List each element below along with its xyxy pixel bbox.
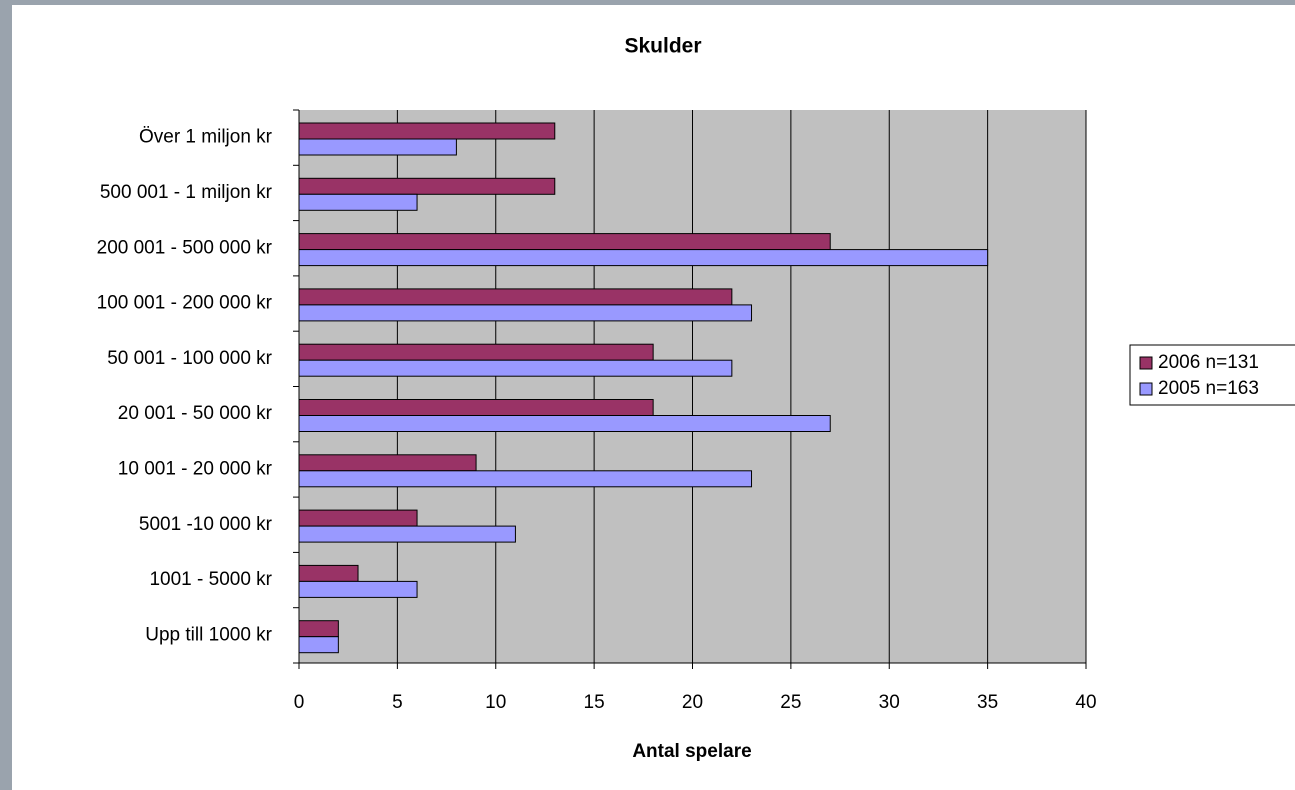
y-tick-label: 50 001 - 100 000 kr: [107, 348, 272, 369]
y-tick-label: 10 001 - 20 000 kr: [118, 458, 273, 479]
y-tick-label: 200 001 - 500 000 kr: [97, 237, 273, 258]
legend-box: [1129, 344, 1295, 406]
legend-label: 2005 n=163: [1158, 378, 1259, 399]
bar: [298, 249, 989, 267]
x-tick-label: 10: [485, 692, 506, 713]
legend-swatch: [1139, 356, 1153, 370]
bar: [298, 564, 359, 582]
bar: [298, 454, 477, 472]
x-tick-label: 30: [879, 692, 900, 713]
bar: [298, 193, 418, 211]
bar: [298, 580, 418, 598]
bar: [298, 177, 556, 195]
bar: [298, 509, 418, 527]
bar: [298, 343, 654, 361]
bar: [298, 525, 516, 543]
bar: [298, 233, 831, 251]
y-tick-label: Över 1 miljon kr: [139, 127, 273, 148]
x-tick-label: 5: [392, 692, 403, 713]
x-tick-label: 40: [1075, 692, 1096, 713]
y-tick-label: 1001 - 5000 kr: [149, 569, 272, 590]
legend-label: 2006 n=131: [1158, 352, 1259, 373]
bar: [298, 415, 831, 432]
y-tick-label: 5001 -10 000 kr: [139, 514, 273, 535]
bar: [298, 138, 457, 156]
x-tick-label: 15: [584, 692, 605, 713]
x-tick-label: 35: [977, 692, 998, 713]
y-tick-label: 20 001 - 50 000 kr: [118, 403, 273, 424]
x-tick-label: 0: [294, 692, 305, 713]
x-axis-title: Antal spelare: [632, 741, 751, 762]
y-tick-label: Upp till 1000 kr: [145, 624, 272, 645]
chart-title: Skulder: [624, 35, 701, 58]
bar: [298, 122, 556, 140]
y-tick-label: 500 001 - 1 miljon kr: [100, 182, 273, 203]
bar: [298, 359, 733, 377]
bar: [298, 636, 339, 654]
bar: [298, 399, 654, 416]
x-tick-label: 25: [780, 692, 801, 713]
bar: [298, 304, 753, 322]
x-tick-label: 20: [682, 692, 703, 713]
legend-swatch: [1139, 382, 1153, 396]
bar: [298, 470, 753, 488]
bar: [298, 620, 339, 638]
bar: [298, 288, 733, 306]
y-tick-label: 100 001 - 200 000 kr: [97, 293, 273, 314]
